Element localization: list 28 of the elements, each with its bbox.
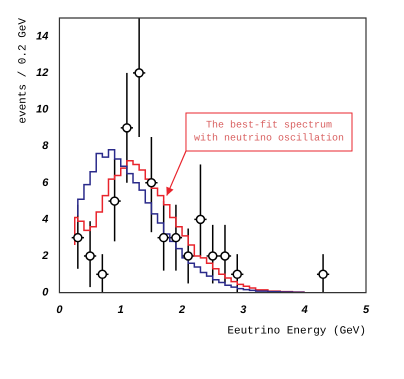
y-tick-label: 12 bbox=[36, 66, 48, 79]
point bbox=[134, 68, 144, 78]
annotation: The best-fit spectrum with neutrino oscillation bbox=[194, 120, 344, 145]
x-axis-title: Eeutrino Energy (GeV) bbox=[227, 325, 366, 338]
point bbox=[196, 214, 206, 224]
x-tick-label: 5 bbox=[362, 304, 370, 316]
point bbox=[318, 270, 328, 280]
point bbox=[110, 196, 120, 206]
x-tick-label: 1 bbox=[118, 304, 124, 316]
y-tick-label: 8 bbox=[42, 140, 50, 152]
x-tick-label: 0 bbox=[56, 304, 64, 316]
point bbox=[85, 251, 95, 261]
y-tick-label: 4 bbox=[41, 213, 48, 226]
point bbox=[146, 178, 156, 188]
point bbox=[73, 232, 83, 242]
y-tick-label: 2 bbox=[41, 250, 48, 262]
y-axis-title: events / 0.2 GeV bbox=[18, 18, 30, 124]
y-tick-label: 0 bbox=[42, 286, 50, 299]
y-tick-label: 6 bbox=[42, 176, 50, 189]
point bbox=[122, 123, 132, 133]
x-tick-label: 2 bbox=[178, 304, 186, 316]
point bbox=[183, 251, 193, 261]
x-tick-label: 3 bbox=[240, 304, 246, 316]
y-tick-label: 10 bbox=[36, 104, 50, 116]
y-tick-label: 14 bbox=[36, 30, 48, 42]
point bbox=[98, 270, 108, 280]
x-tick-label: 4 bbox=[300, 304, 308, 316]
point bbox=[232, 270, 242, 280]
